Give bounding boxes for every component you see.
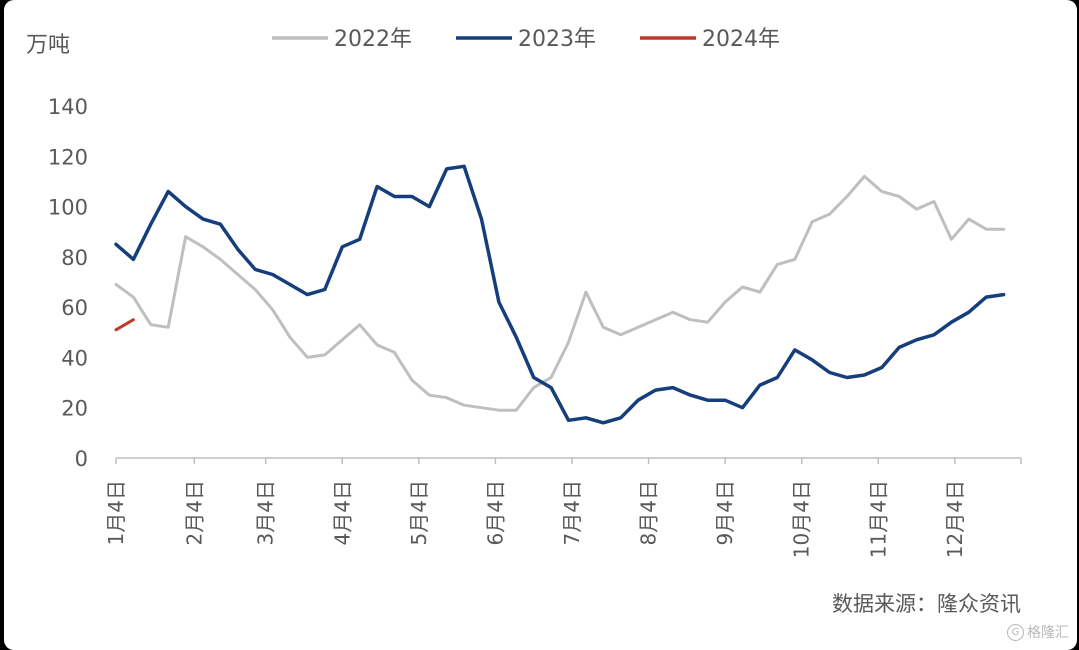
- y-tick-label: 120: [48, 145, 88, 169]
- legend-label: 2022年: [334, 27, 412, 52]
- x-tick-label: 12月4日: [943, 480, 967, 558]
- legend-label: 2024年: [702, 27, 780, 52]
- y-tick-label: 100: [48, 196, 88, 220]
- y-tick-label: 40: [61, 346, 88, 370]
- x-tick-label: 3月4日: [254, 480, 278, 545]
- x-tick-label: 10月4日: [790, 480, 814, 558]
- watermark-logo-icon: G: [1007, 623, 1024, 641]
- watermark: G 格隆汇: [1007, 622, 1069, 642]
- y-tick-label: 0: [75, 447, 88, 471]
- x-tick-label: 11月4日: [866, 480, 890, 558]
- y-tick-label: 60: [61, 296, 88, 320]
- x-tick-label: 7月4日: [560, 480, 584, 545]
- line-chart: 万吨 2022年 2023年 2024年 0 20 40 60 80 100 120 140 1月…: [26, 27, 1022, 558]
- series-line-2024年: [114, 318, 135, 332]
- x-tick-label: 9月4日: [713, 480, 737, 545]
- legend-label: 2023年: [518, 27, 596, 52]
- chart-panel: 万吨 2022年 2023年 2024年 0 20 40 60 80 100 120 140 1月…: [4, 0, 1077, 650]
- series-line-2022年: [114, 174, 1006, 412]
- x-tick-label: 1月4日: [104, 480, 128, 545]
- y-tick-label: 20: [61, 397, 88, 421]
- unit-label: 万吨: [26, 33, 70, 58]
- y-tick-label: 80: [61, 246, 88, 270]
- y-axis: 0 20 40 60 80 100 120 140: [48, 95, 88, 471]
- x-tick-label: 6月4日: [483, 480, 507, 545]
- x-tick-label: 4月4日: [330, 480, 354, 545]
- x-tick-label: 2月4日: [182, 480, 206, 545]
- x-tick-label: 5月4日: [407, 480, 431, 545]
- source-note: 数据来源：隆众资讯: [832, 592, 1021, 616]
- x-axis: 1月4日 2月4日 3月4日 4月4日 5月4日 6月4日 7月4日 8月4日 9月4日 10月4…: [104, 457, 1022, 558]
- series-line-2023年: [114, 164, 1006, 425]
- legend: 2022年 2023年 2024年: [272, 27, 780, 52]
- y-tick-label: 140: [48, 95, 88, 119]
- x-tick-label: 8月4日: [637, 480, 661, 545]
- plot-area: [114, 164, 1006, 425]
- watermark-text: 格隆汇: [1027, 625, 1069, 641]
